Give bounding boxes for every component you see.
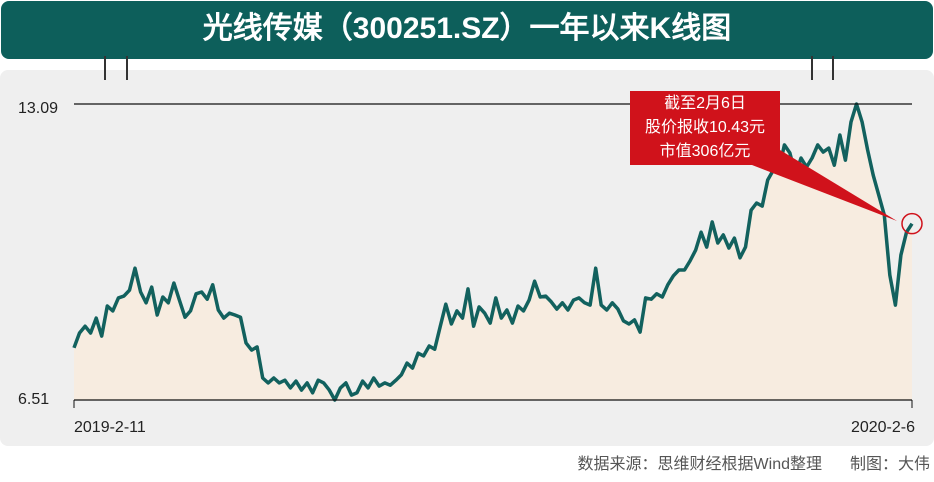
x-tick-label: 2020-2-6 xyxy=(851,419,915,436)
callout-pointer xyxy=(752,150,897,221)
highlight-circle xyxy=(901,212,923,235)
area xyxy=(74,104,912,400)
callout-box xyxy=(630,91,780,165)
break-marks xyxy=(104,56,834,80)
credit: 制图：大伟 xyxy=(850,455,930,473)
y-tick-label: 6.51 xyxy=(18,391,49,408)
annotation: 市值306亿元 xyxy=(660,142,751,160)
chart-title: 光线传媒（300251.SZ）一年以来K线图 xyxy=(203,11,731,45)
annotation: 截至2月6日 xyxy=(664,94,746,112)
source: 数据来源：思维财经根据Wind整理 xyxy=(578,455,822,473)
title-bar xyxy=(1,1,933,59)
y-tick-label: 13.09 xyxy=(18,100,58,117)
annotation: 股价报收10.43元 xyxy=(645,118,765,136)
x-tick-label: 2019-2-11 xyxy=(74,419,146,436)
